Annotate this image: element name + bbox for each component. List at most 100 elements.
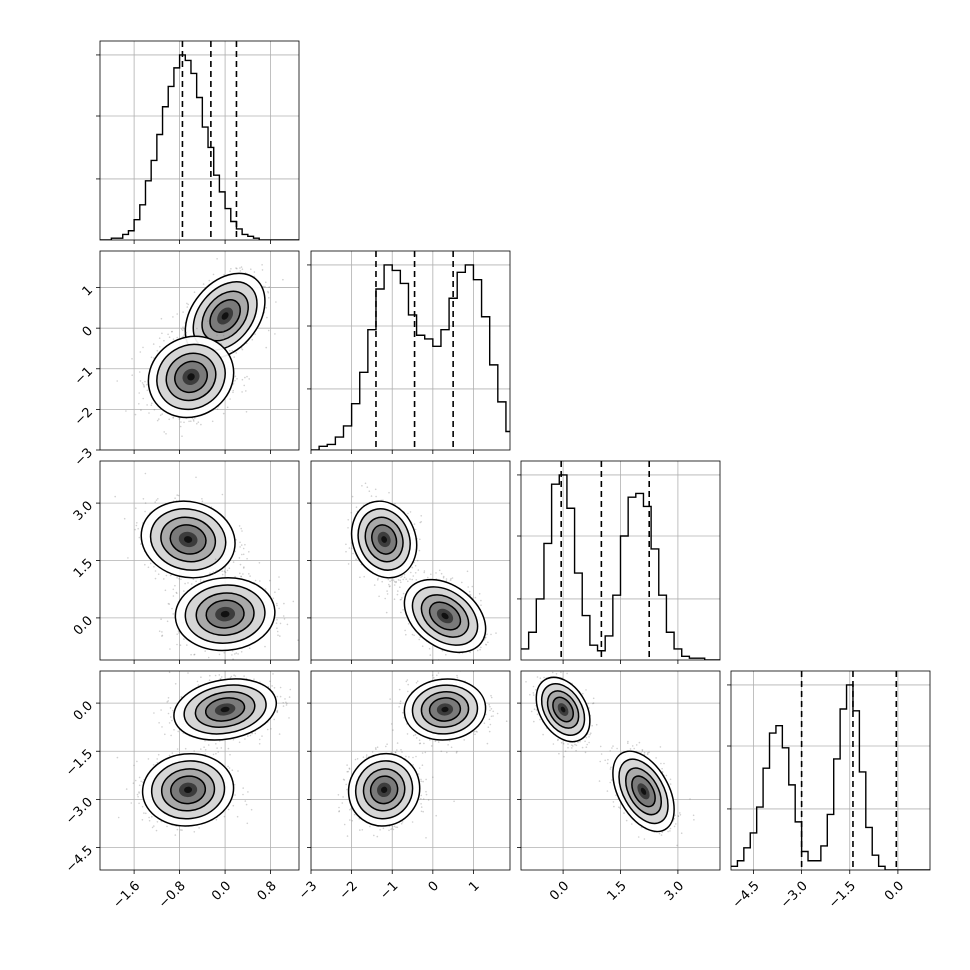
- scatter-point: [347, 563, 350, 565]
- scatter-point: [487, 641, 489, 644]
- scatter-point: [190, 420, 192, 423]
- scatter-point: [469, 594, 472, 596]
- scatter-point: [168, 603, 171, 605]
- scatter-point: [355, 558, 357, 561]
- scatter-point: [411, 566, 414, 569]
- scatter-point: [419, 521, 422, 524]
- scatter-point: [275, 622, 278, 624]
- scatter-point: [163, 431, 165, 433]
- panel-frame: [99, 250, 300, 451]
- scatter-point: [415, 579, 418, 581]
- scatter-point: [241, 268, 244, 271]
- scatter-point: [413, 523, 416, 525]
- scatter-point: [176, 592, 178, 594]
- scatter-point: [466, 570, 469, 573]
- scatter-point: [232, 391, 234, 394]
- scatter-point: [163, 578, 165, 580]
- scatter-point: [215, 661, 217, 663]
- scatter-point: [246, 375, 248, 378]
- scatter-point: [238, 557, 241, 559]
- histogram-step: [311, 264, 510, 450]
- scatter-point: [148, 412, 150, 414]
- scatter-point: [216, 334, 218, 337]
- scatter-point: [208, 279, 211, 282]
- scatter-point: [222, 412, 225, 415]
- scatter-point: [181, 435, 183, 438]
- scatter-point: [240, 544, 243, 546]
- scatter-point: [221, 573, 224, 576]
- scatter-point: [131, 358, 133, 360]
- scatter-point: [228, 349, 231, 352]
- scatter-point: [154, 577, 157, 580]
- scatter-point: [283, 618, 286, 620]
- scatter-point: [261, 269, 264, 271]
- scatter-point: [176, 494, 178, 496]
- scatter-point: [407, 580, 409, 583]
- scatter-point: [292, 600, 295, 603]
- scatter-point: [241, 553, 243, 556]
- scatter-point: [209, 572, 211, 574]
- scatter-point: [279, 635, 281, 637]
- scatter-point: [218, 653, 221, 656]
- scatter-point: [158, 418, 160, 420]
- scatter-point: [216, 569, 218, 572]
- scatter-point: [399, 598, 402, 601]
- scatter-point: [172, 595, 175, 597]
- scatter-point: [388, 585, 391, 588]
- scatter-point: [190, 583, 193, 585]
- scatter-point: [216, 408, 219, 411]
- scatter-point: [393, 598, 396, 600]
- scatter-point: [248, 573, 250, 575]
- scatter-point: [195, 476, 197, 479]
- scatter-point: [160, 317, 163, 320]
- scatter-point: [282, 615, 285, 617]
- scatter-point: [241, 348, 244, 351]
- scatter-point: [266, 316, 268, 319]
- scatter-point: [156, 349, 159, 352]
- scatter-point: [407, 512, 409, 515]
- scatter-point: [150, 356, 153, 359]
- scatter-point: [381, 580, 384, 583]
- scatter-point: [167, 333, 169, 336]
- scatter-point: [392, 579, 395, 581]
- scatter-point: [352, 552, 354, 555]
- scatter-point: [242, 573, 244, 575]
- scatter-point: [239, 572, 241, 575]
- scatter-point: [226, 569, 229, 572]
- scatter-point: [399, 579, 402, 582]
- scatter-point: [138, 371, 141, 373]
- scatter-point: [161, 413, 163, 415]
- scatter-point: [171, 330, 173, 333]
- scatter-point: [397, 590, 399, 592]
- scatter-point: [268, 297, 270, 299]
- scatter-point: [232, 658, 234, 660]
- scatter-point: [179, 644, 182, 646]
- scatter-point: [134, 413, 137, 416]
- scatter-point: [254, 579, 257, 582]
- scatter-point: [140, 543, 142, 545]
- scatter-point: [250, 268, 252, 271]
- scatter-point: [237, 653, 239, 655]
- scatter-point: [163, 339, 165, 342]
- scatter-point: [359, 576, 361, 579]
- scatter-point: [234, 575, 236, 578]
- scatter-point: [322, 625, 324, 627]
- scatter-point: [200, 423, 202, 426]
- scatter-point: [254, 333, 256, 336]
- scatter-point: [279, 622, 282, 625]
- scatter-point: [136, 522, 138, 524]
- scatter-point: [169, 648, 171, 650]
- scatter-point: [236, 378, 238, 380]
- scatter-point: [393, 584, 396, 586]
- scatter-point: [264, 645, 266, 648]
- scatter-point: [146, 389, 149, 392]
- panel-1-1: [307, 250, 511, 454]
- scatter-point: [212, 571, 215, 573]
- scatter-point: [229, 335, 232, 337]
- scatter-point: [416, 559, 419, 562]
- scatter-point: [172, 417, 174, 419]
- scatter-point: [374, 488, 377, 491]
- scatter-point: [161, 635, 163, 637]
- scatter-point: [420, 515, 423, 517]
- scatter-point: [248, 378, 250, 380]
